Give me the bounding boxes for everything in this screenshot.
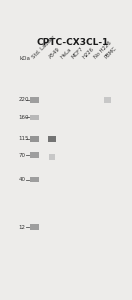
Text: PBMC: PBMC	[104, 46, 118, 60]
Bar	[30, 115, 39, 120]
Bar	[30, 177, 39, 182]
Text: Std. Ladder: Std. Ladder	[31, 35, 56, 60]
Bar	[30, 224, 39, 230]
Text: MCF7: MCF7	[71, 46, 84, 60]
Bar	[48, 136, 56, 142]
Bar	[30, 97, 39, 103]
Text: 115: 115	[18, 136, 29, 141]
Text: 160: 160	[18, 115, 29, 120]
Bar	[30, 152, 39, 158]
Text: HeLa: HeLa	[60, 47, 72, 60]
Text: 12: 12	[18, 225, 26, 230]
Text: No H226: No H226	[93, 40, 112, 60]
Text: H226: H226	[82, 46, 95, 60]
Bar	[30, 136, 39, 142]
Bar	[49, 154, 55, 160]
Text: A549: A549	[49, 46, 62, 60]
Text: 220: 220	[18, 98, 29, 103]
Text: 70: 70	[18, 153, 26, 158]
Text: 40: 40	[18, 177, 26, 182]
Bar	[103, 97, 111, 103]
Text: CPTC-CX3CL-1: CPTC-CX3CL-1	[37, 38, 109, 46]
Text: kDa: kDa	[20, 56, 31, 61]
